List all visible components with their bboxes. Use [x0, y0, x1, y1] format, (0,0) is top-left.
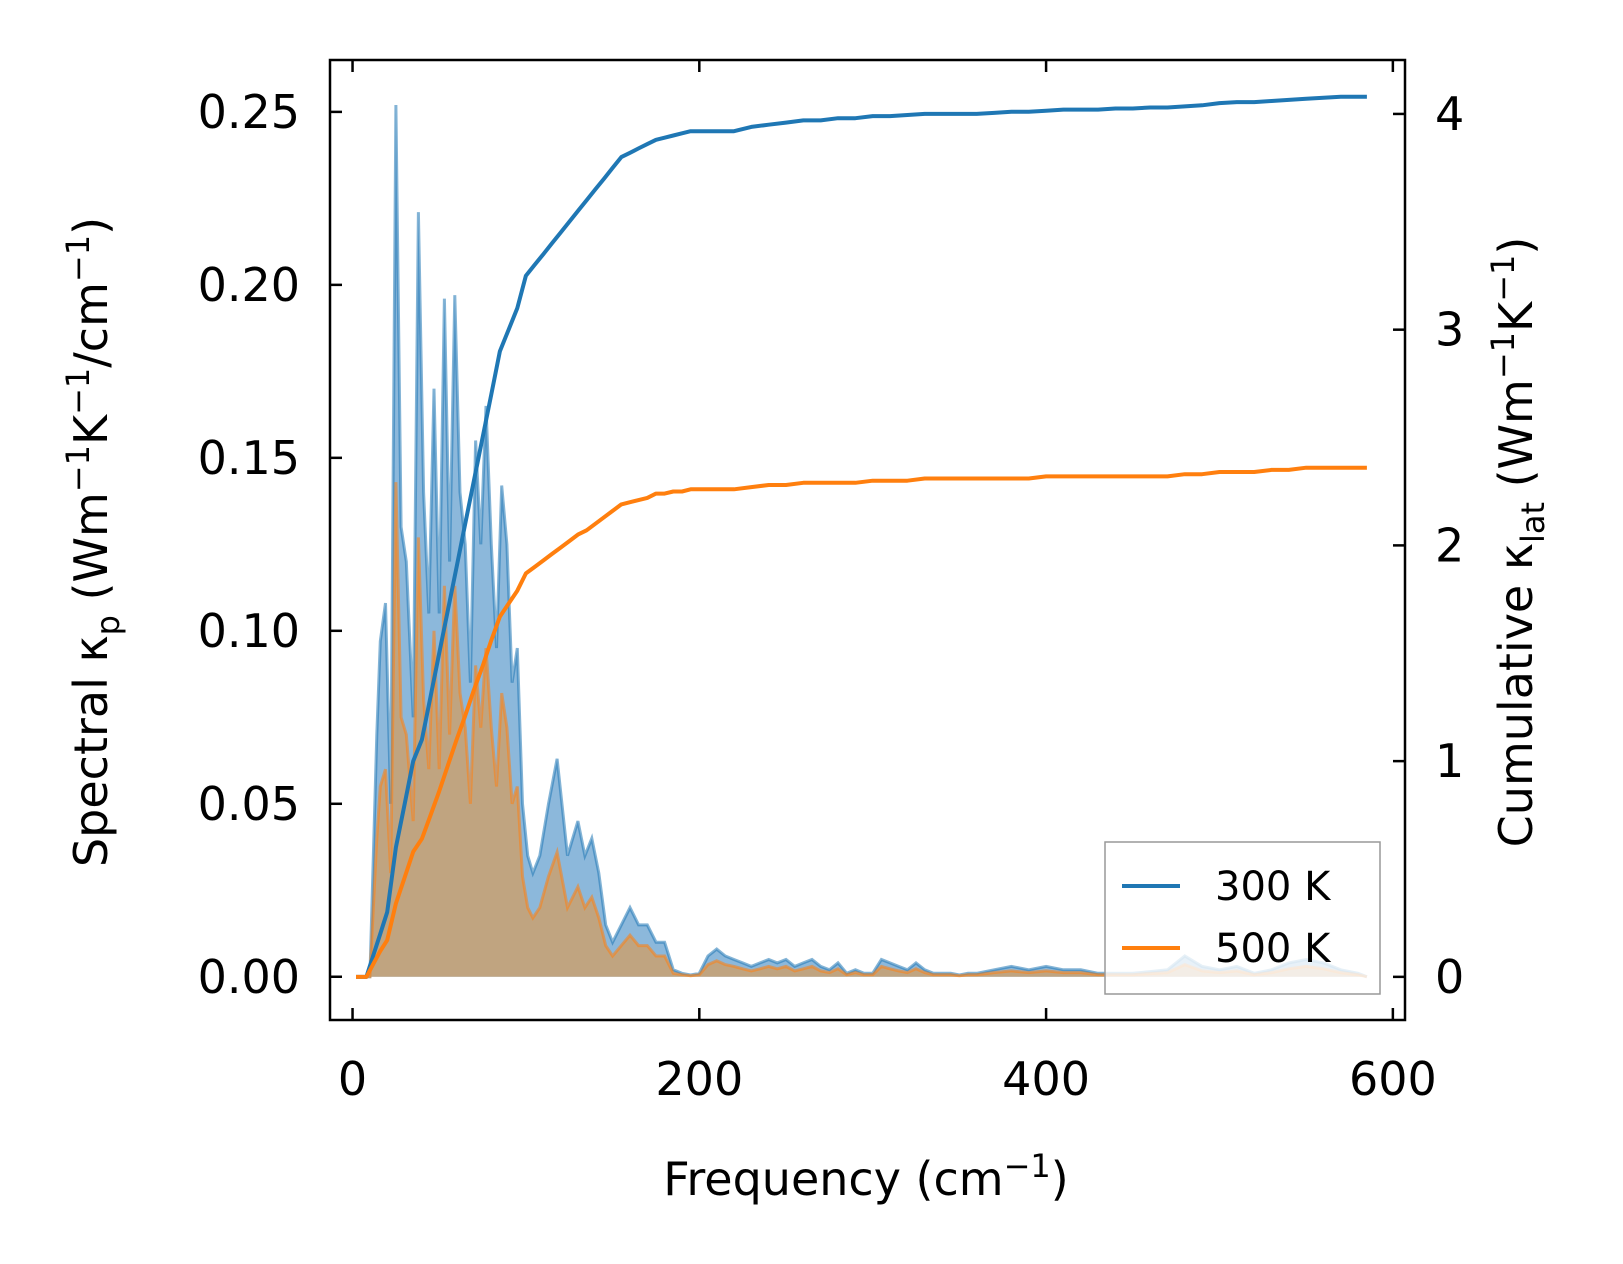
x-axis-label: Frequency (cm−1): [663, 1147, 1068, 1206]
series-lines: [356, 94, 1367, 979]
y-axis-label-left: Spectral κp (Wm−1K−1/cm−1): [59, 217, 127, 867]
y-tick-label-left: 0.05: [198, 777, 300, 831]
cumulative-line-300k: [356, 94, 1367, 979]
y-tick-label-left: 0.00: [198, 950, 300, 1004]
y-tick-label-left: 0.25: [198, 85, 300, 139]
x-tick-label: 0: [338, 1052, 367, 1106]
x-tick-label: 400: [1002, 1052, 1090, 1106]
tick-labels: 0 200 400 600 0.00 0.05 0.10 0.15 0.20 0.25 0 1 2 3 4: [198, 85, 1465, 1106]
spectral-edge-300k: [356, 104, 1368, 979]
y-tick-label-left: 0.20: [198, 258, 300, 312]
legend: 300 K 500 K: [1104, 841, 1381, 995]
legend-label-300k: 300 K: [1215, 864, 1332, 910]
y-tick-label-right: 4: [1435, 87, 1464, 141]
x-tick-label: 200: [655, 1052, 743, 1106]
spectral-fill-500k: [356, 482, 1367, 977]
y-tick-label-left: 0.10: [198, 604, 300, 658]
spectral-edge-500k: [356, 482, 1368, 979]
y-tick-label-right: 3: [1435, 303, 1464, 357]
y-axis-label-right: Cumulative κlat (Wm−1K−1): [1484, 237, 1552, 848]
axis-ticks: [330, 60, 1405, 1020]
y-tick-label-right: 2: [1435, 518, 1464, 572]
plot-frame: [328, 58, 1407, 1022]
x-tick-label: 600: [1349, 1052, 1437, 1106]
y-tick-label-right: 1: [1435, 734, 1464, 788]
y-tick-label-right: 0: [1435, 950, 1464, 1004]
cumulative-line-500k: [356, 465, 1367, 979]
legend-box: [1104, 841, 1381, 995]
y-tick-label-left: 0.15: [198, 431, 300, 485]
spectral-fills: [356, 104, 1368, 979]
legend-label-500k: 500 K: [1215, 926, 1332, 972]
